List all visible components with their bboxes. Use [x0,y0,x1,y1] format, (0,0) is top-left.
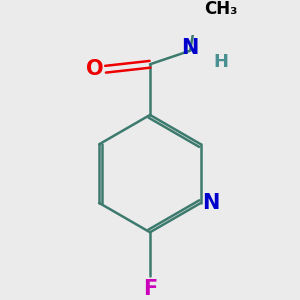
Text: N: N [202,193,219,213]
Text: H: H [214,53,229,71]
Text: CH₃: CH₃ [204,0,237,18]
Text: F: F [143,279,157,299]
Text: N: N [182,38,199,58]
Text: O: O [85,59,103,79]
